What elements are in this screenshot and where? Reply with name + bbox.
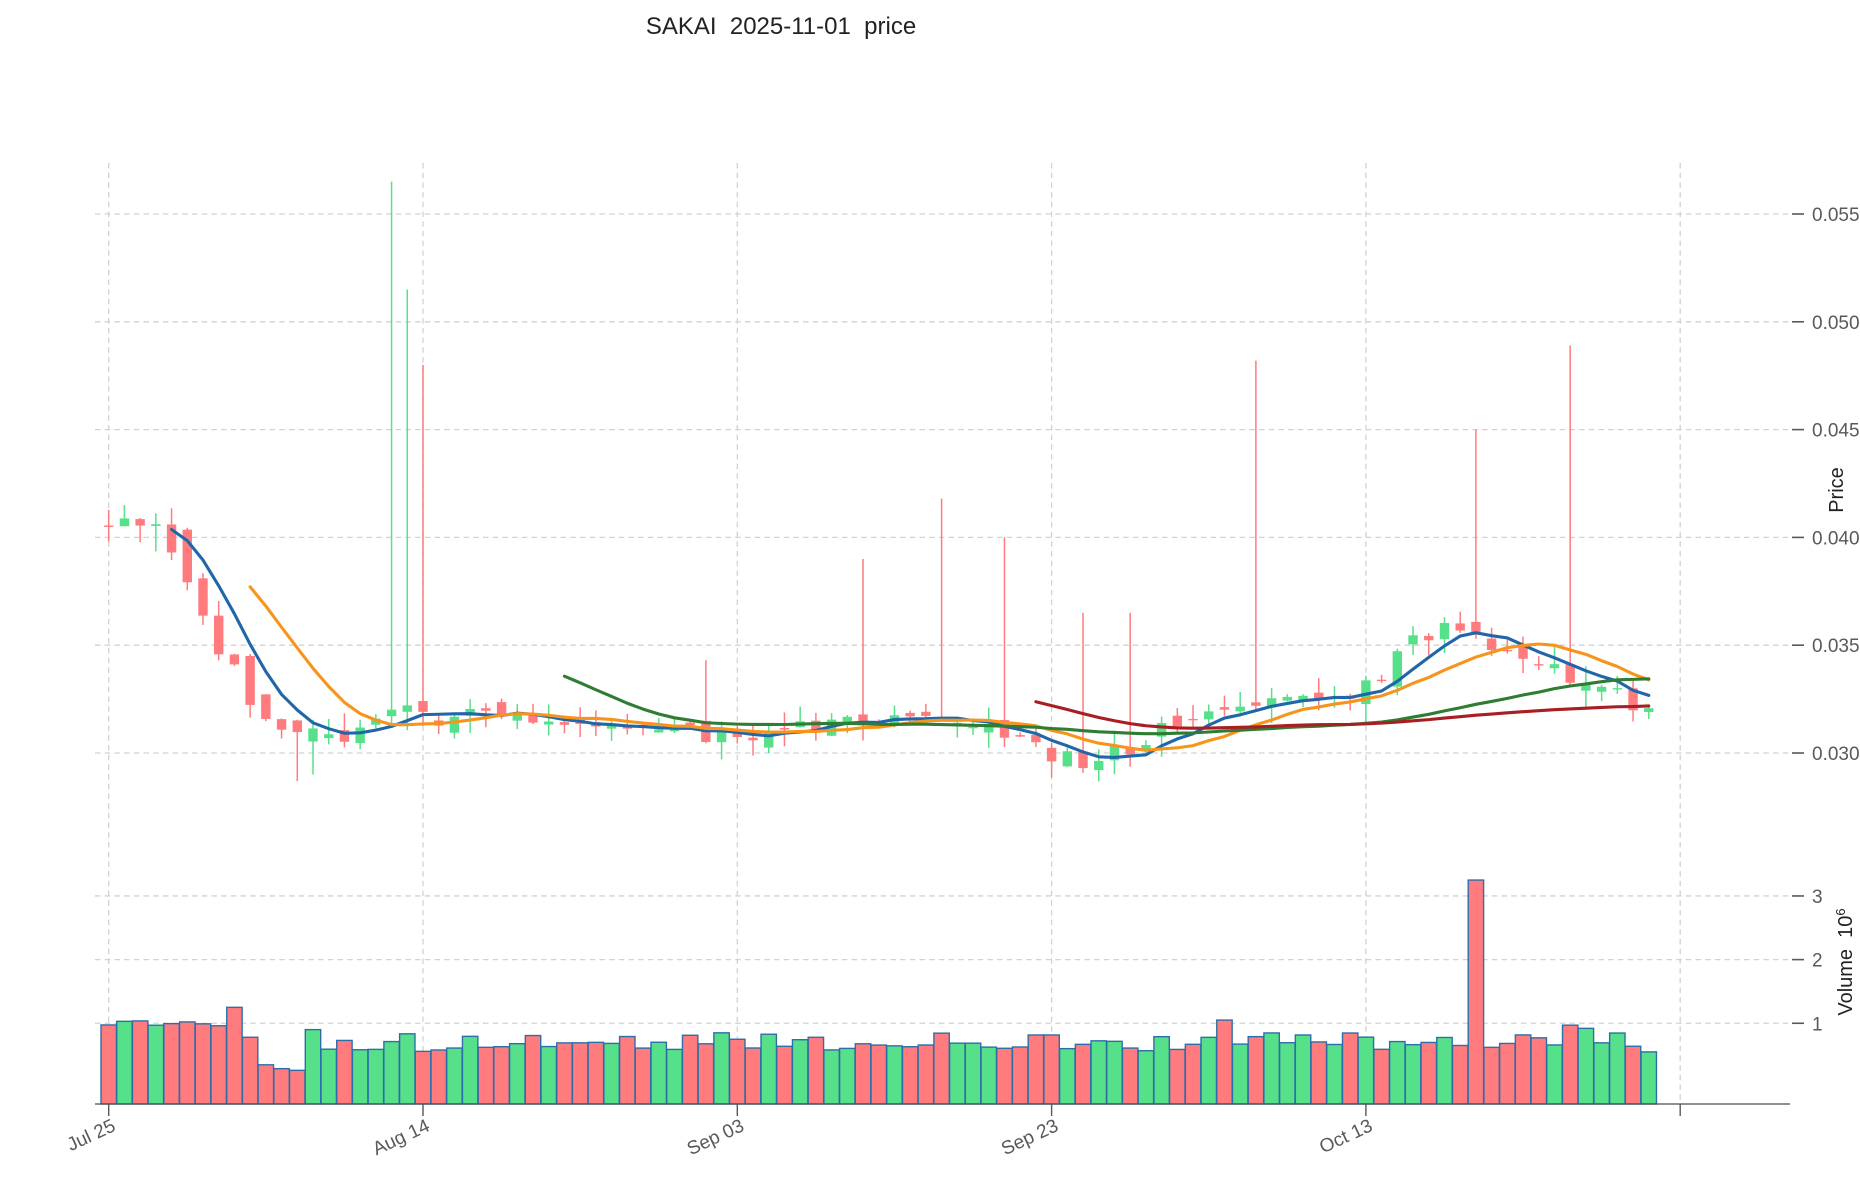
svg-text:0.035: 0.035 [1812,636,1860,657]
svg-text:Volume 106: Volume 106 [1833,908,1858,1015]
svg-text:0.055: 0.055 [1812,205,1860,226]
svg-text:1: 1 [1812,1014,1823,1035]
svg-text:0.050: 0.050 [1812,313,1860,334]
svg-text:2: 2 [1812,951,1823,972]
svg-text:0.045: 0.045 [1812,421,1860,442]
svg-text:0.030: 0.030 [1812,744,1860,765]
svg-text:0.040: 0.040 [1812,528,1860,549]
svg-text:3: 3 [1812,887,1823,908]
svg-text:SAKAI 2025-11-01 price: SAKAI 2025-11-01 price [646,13,916,40]
svg-text:Price: Price [1826,467,1848,513]
